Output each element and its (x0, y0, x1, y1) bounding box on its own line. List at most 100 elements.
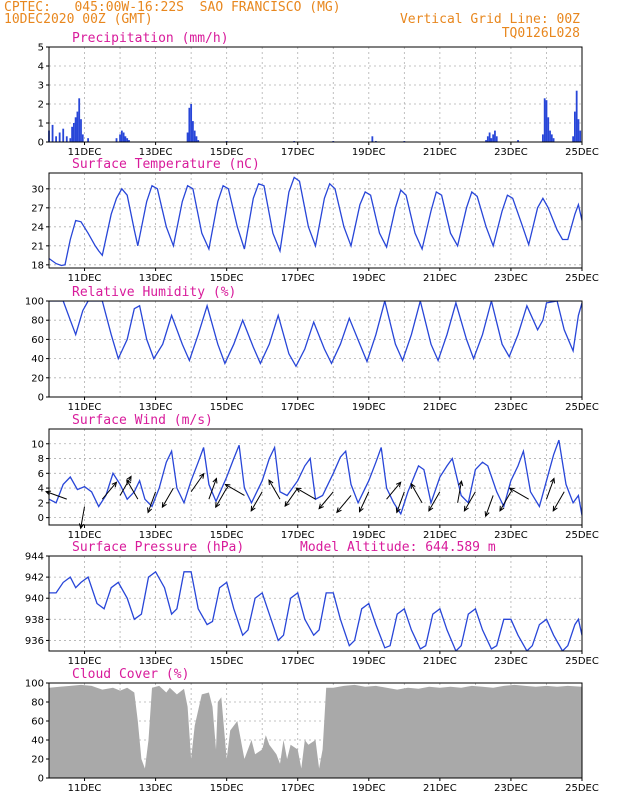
precip-bar (87, 138, 89, 142)
precip-bar (543, 98, 546, 142)
wind-arrow-head (499, 505, 505, 512)
x-tick-label: 13DEC (139, 530, 173, 541)
wind-arrow (101, 481, 118, 500)
y-tick-label: 1 (38, 119, 44, 130)
wind-arrow (386, 481, 402, 500)
x-tick-label: 15DEC (210, 273, 244, 284)
precip-bar (492, 134, 495, 142)
wind-arrow-shaft (545, 478, 555, 500)
precip-bar (72, 123, 75, 142)
panel-frame (48, 46, 583, 143)
header-line1-right: Vertical Grid Line: 00Z (399, 12, 580, 27)
x-tick-label: 21DEC (423, 273, 457, 284)
wind-arrow (552, 491, 565, 512)
wind-arrow (126, 479, 139, 500)
y-tick-label: 2 (38, 100, 44, 111)
wind-arrow-shaft (457, 481, 462, 503)
x-tick-label: 25DEC (565, 147, 599, 158)
wind-arrow-head (212, 477, 218, 484)
precip-bar (115, 138, 118, 142)
wind-arrow (295, 487, 316, 500)
y-tick-label: 27 (31, 203, 44, 214)
x-tick-label: 17DEC (281, 402, 315, 413)
wind-arrow-head (358, 506, 364, 513)
x-tick-label: 11DEC (68, 530, 102, 541)
x-tick-label: 25DEC (565, 783, 599, 794)
wind-arrow-shaft (386, 481, 402, 500)
x-tick-label: 19DEC (352, 402, 386, 413)
y-tick-label: 30 (31, 184, 44, 195)
wind-arrow-shaft (296, 487, 316, 500)
precip-bar (126, 138, 129, 142)
x-tick-label: 25DEC (565, 656, 599, 667)
wind-arrow-shaft (268, 479, 281, 500)
y-tick-label: 6 (38, 469, 44, 480)
x-tick-label: 15DEC (210, 656, 244, 667)
x-tick-label: 19DEC (352, 530, 386, 541)
wind-arrow (268, 479, 281, 500)
precip-bar (193, 130, 196, 142)
wind-arrow-shaft (208, 478, 217, 500)
wind-arrow-shaft (215, 487, 228, 508)
y-tick-label: 0 (38, 138, 44, 149)
precip-bar (552, 138, 555, 142)
x-tick-label: 21DEC (423, 147, 457, 158)
wind-arrow-shaft (147, 491, 157, 513)
y-tick-label: 60 (31, 717, 44, 728)
x-tick-label: 21DEC (423, 656, 457, 667)
x-tick-label: 13DEC (139, 402, 173, 413)
wind-arrow-head (458, 480, 464, 487)
wind-arrow-shaft (410, 483, 423, 504)
precip-bar (74, 117, 77, 142)
y-tick-label: 20 (31, 373, 44, 384)
x-tick-label: 13DEC (139, 147, 173, 158)
x-tick-label: 19DEC (352, 147, 386, 158)
panel-annotation: Model Altitude: 644.589 m (300, 540, 496, 555)
wind-arrow-head (410, 482, 416, 489)
y-tick-label: 942 (25, 573, 44, 584)
wind-arrow (336, 495, 352, 514)
wind-arrow-head (161, 502, 167, 509)
panel-frame (48, 172, 583, 269)
wind-arrow (410, 482, 423, 504)
y-tick-label: 60 (31, 335, 44, 346)
y-tick-label: 4 (38, 484, 44, 495)
x-tick-label: 15DEC (210, 402, 244, 413)
y-tick-label: 40 (31, 354, 44, 365)
wind-arrow-shaft (119, 476, 132, 496)
panel-3: 0 20 40 60 80 100 11DEC 13DEC 15DEC 17DEC 19DEC 21D… (25, 285, 599, 413)
wind-arrow-head (336, 507, 342, 514)
precip-bar (51, 124, 54, 142)
x-tick-label: 25DEC (565, 402, 599, 413)
precip-bar (192, 121, 194, 142)
precip-bar (575, 90, 578, 142)
precip-bar (119, 134, 121, 142)
wind-arrow (428, 491, 441, 512)
wind-arrow-head (224, 483, 231, 489)
panel-frame (48, 682, 583, 779)
precip-bar (490, 138, 493, 142)
wind-arrow-shaft (485, 495, 494, 517)
wind-arrow-shaft (336, 495, 352, 513)
cloud-area (49, 684, 582, 778)
wind-arrow (250, 491, 263, 512)
wind-arrow-shaft (101, 481, 117, 500)
y-tick-label: 8 (38, 454, 44, 465)
precip-bar (572, 136, 575, 142)
wind-arrow-head (463, 505, 469, 512)
wind-arrow-head (284, 501, 290, 508)
x-tick-label: 11DEC (68, 273, 102, 284)
x-tick-label: 23DEC (494, 783, 528, 794)
wind-arrow-head (484, 511, 490, 518)
precip-bar (81, 134, 84, 142)
x-tick-label: 23DEC (494, 147, 528, 158)
panel-title: Surface Temperature (nC) (72, 157, 260, 172)
x-tick-label: 11DEC (68, 147, 102, 158)
panel-title: Precipitation (mm/h) (72, 31, 229, 46)
x-tick-label: 17DEC (281, 273, 315, 284)
x-tick-label: 25DEC (565, 530, 599, 541)
panel-frame (48, 428, 583, 526)
precip-bar (71, 126, 73, 142)
wind-arrow-head (318, 503, 324, 510)
